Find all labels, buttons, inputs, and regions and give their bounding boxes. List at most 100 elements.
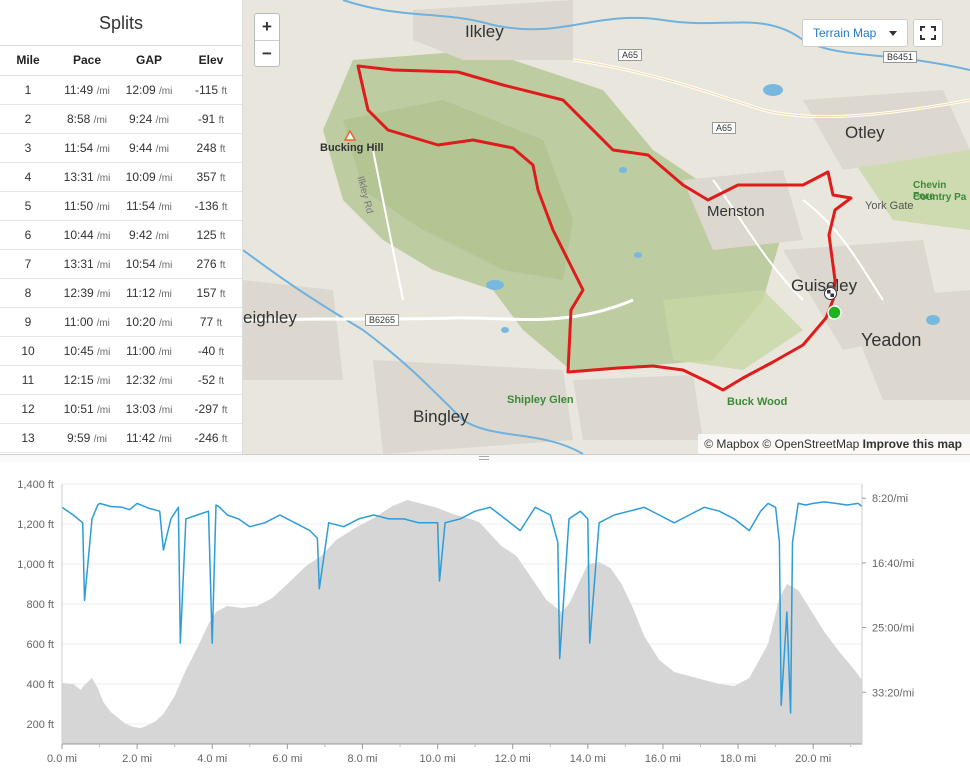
split-mile: 12 xyxy=(0,394,56,424)
split-elev-unit: ft xyxy=(221,85,228,97)
split-row[interactable]: 6 10:44 /mi 9:42 /mi 125 ft xyxy=(0,220,242,250)
split-elev: 276 ft xyxy=(180,249,242,279)
split-gap-unit: /mi xyxy=(159,317,173,329)
split-row[interactable]: 2 8:58 /mi 9:24 /mi -91 ft xyxy=(0,104,242,134)
split-elev-unit: ft xyxy=(218,114,225,126)
split-mile-value: 10 xyxy=(21,343,35,358)
split-row[interactable]: 5 11:50 /mi 11:54 /mi -136 ft xyxy=(0,191,242,221)
col-elev: Elev xyxy=(180,46,242,76)
y-left-tick-label: 400 ft xyxy=(26,679,54,691)
zoom-out-icon[interactable]: − xyxy=(255,40,279,66)
split-gap-unit: /mi xyxy=(159,172,173,184)
road-shield-b6451: B6451 xyxy=(883,51,918,63)
split-gap: 12:09 /mi xyxy=(118,75,180,105)
split-elev-value: 125 xyxy=(196,227,217,242)
x-tick-label: 18.0 mi xyxy=(720,753,756,765)
split-elev-unit: ft xyxy=(221,404,228,416)
improve-map-link[interactable]: Improve this map xyxy=(862,437,962,451)
split-gap-value: 10:09 xyxy=(125,169,156,184)
route-map[interactable]: Ilkley Otley Menston Guiseley Yeadon Bin… xyxy=(243,0,970,454)
split-elev-value: 157 xyxy=(196,285,217,300)
split-row[interactable]: 1 11:49 /mi 12:09 /mi -115 ft xyxy=(0,75,242,105)
fullscreen-button[interactable] xyxy=(913,19,943,47)
split-gap-unit: /mi xyxy=(155,143,170,155)
road-shield-a65-2: A65 xyxy=(712,122,737,134)
split-row[interactable]: 3 11:54 /mi 9:44 /mi 248 ft xyxy=(0,133,242,163)
split-gap-unit: /mi xyxy=(155,230,170,242)
x-tick-label: 12.0 mi xyxy=(495,753,531,765)
split-mile: 7 xyxy=(0,249,56,279)
split-gap-value: 11:54 xyxy=(126,198,156,213)
split-row[interactable]: 9 11:00 /mi 10:20 /mi 77 ft xyxy=(0,307,242,337)
resize-handle[interactable] xyxy=(0,454,970,462)
split-pace: 11:50 /mi xyxy=(56,191,118,221)
place-menston: Menston xyxy=(707,203,765,220)
split-pace-unit: /mi xyxy=(97,172,111,184)
split-gap-unit: /mi xyxy=(158,288,172,300)
split-row[interactable]: 10 10:45 /mi 11:00 /mi -40 ft xyxy=(0,336,242,366)
split-gap: 10:20 /mi xyxy=(118,307,180,337)
place-otley: Otley xyxy=(845,123,885,142)
split-row[interactable]: 11 12:15 /mi 12:32 /mi -52 ft xyxy=(0,365,242,395)
finish-flag-icon[interactable] xyxy=(824,287,837,300)
x-tick-label: 20.0 mi xyxy=(795,753,831,765)
fullscreen-icon xyxy=(920,26,936,40)
split-pace: 12:39 /mi xyxy=(56,278,118,308)
start-marker-icon[interactable] xyxy=(827,305,842,320)
map-canvas[interactable] xyxy=(243,0,970,454)
split-row[interactable]: 8 12:39 /mi 11:12 /mi 157 ft xyxy=(0,278,242,308)
split-pace: 10:45 /mi xyxy=(56,336,118,366)
split-elev: 357 ft xyxy=(180,162,242,192)
zoom-in-icon[interactable]: + xyxy=(262,17,272,36)
split-mile: 4 xyxy=(0,162,56,192)
split-elev-unit: ft xyxy=(221,433,228,445)
split-row[interactable]: 12 10:51 /mi 13:03 /mi -297 ft xyxy=(0,394,242,424)
split-elev: 125 ft xyxy=(180,220,242,250)
split-elev-unit: ft xyxy=(218,375,225,387)
split-gap-value: 11:42 xyxy=(126,430,156,445)
road-shield-b6265: B6265 xyxy=(365,314,400,326)
split-elev: 248 ft xyxy=(180,133,242,163)
split-gap: 13:03 /mi xyxy=(118,394,180,424)
split-pace-value: 11:00 xyxy=(64,314,94,329)
split-pace-unit: /mi xyxy=(97,404,111,416)
elevation-pace-chart[interactable]: 1,400 ft 1,200 ft 1,000 ft 800 ft 600 ft 400 … xyxy=(0,462,970,768)
split-elev: -91 ft xyxy=(180,104,242,134)
split-gap-value: 11:12 xyxy=(126,285,156,300)
split-gap: 11:00 /mi xyxy=(118,336,180,366)
split-mile: 6 xyxy=(0,220,56,250)
split-pace-value: 10:45 xyxy=(63,343,94,358)
split-gap: 9:24 /mi xyxy=(118,104,180,134)
split-pace-unit: /mi xyxy=(97,346,111,358)
split-pace-unit: /mi xyxy=(96,201,110,213)
split-gap-value: 9:44 xyxy=(128,140,153,155)
splits-header-row: Mile Pace GAP Elev xyxy=(0,46,242,76)
split-elev: -115 ft xyxy=(180,75,242,105)
split-row[interactable]: 7 13:31 /mi 10:54 /mi 276 ft xyxy=(0,249,242,279)
split-elev-unit: ft xyxy=(219,172,226,184)
col-pace: Pace xyxy=(56,46,118,76)
split-mile: 13 xyxy=(0,423,56,453)
split-elev: 77 ft xyxy=(180,307,242,337)
split-row[interactable]: 4 13:31 /mi 10:09 /mi 357 ft xyxy=(0,162,242,192)
split-pace-unit: /mi xyxy=(97,288,111,300)
split-gap-unit: /mi xyxy=(159,85,173,97)
split-gap-value: 11:00 xyxy=(126,343,156,358)
split-row[interactable]: 13 9:59 /mi 11:42 /mi -246 ft xyxy=(0,423,242,453)
pace-line xyxy=(61,501,863,714)
split-pace-value: 12:15 xyxy=(63,372,94,387)
split-gap-unit: /mi xyxy=(158,201,172,213)
split-gap-unit: /mi xyxy=(158,433,172,445)
split-pace-value: 9:59 xyxy=(66,430,91,445)
split-elev-unit: ft xyxy=(219,230,226,242)
x-tick-label: 2.0 mi xyxy=(122,753,152,765)
place-buck-wood: Buck Wood xyxy=(727,396,788,408)
split-elev-value: -40 xyxy=(197,343,216,358)
col-mile: Mile xyxy=(0,46,56,76)
split-pace: 11:54 /mi xyxy=(56,133,118,163)
map-type-select[interactable]: Terrain Map xyxy=(802,19,908,47)
split-pace-value: 10:51 xyxy=(63,401,94,416)
split-pace-value: 12:39 xyxy=(63,285,94,300)
place-keighley: eighley xyxy=(243,308,297,327)
split-gap: 11:54 /mi xyxy=(118,191,180,221)
